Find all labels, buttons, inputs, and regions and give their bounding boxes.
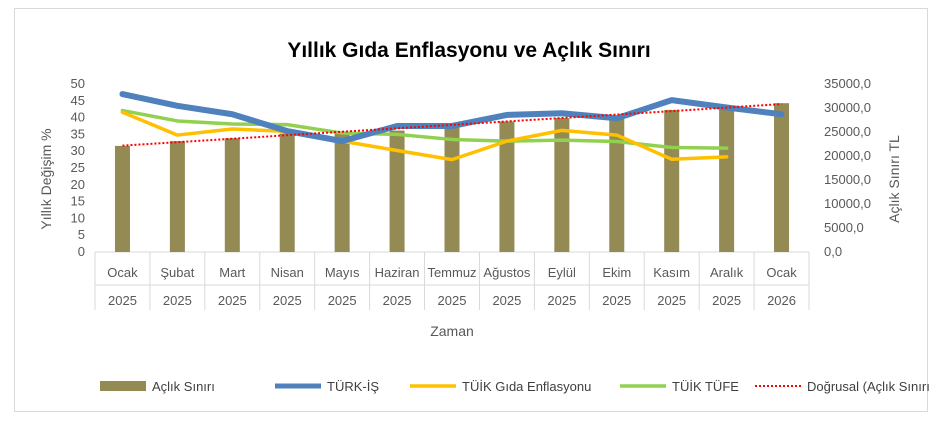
y2-tick-label: 0,0 — [824, 244, 842, 259]
series-line-2 — [120, 108, 729, 150]
y-tick-label: 40 — [71, 110, 85, 125]
y2-tick-label: 35000,0 — [824, 76, 871, 91]
y-tick-label: 35 — [71, 126, 85, 141]
y2-tick-label: 10000,0 — [824, 196, 871, 211]
x-tick-year: 2025 — [163, 293, 192, 308]
x-tick-month: Temmuz — [427, 265, 476, 280]
y2-tick-label: 25000,0 — [824, 124, 871, 139]
x-tick-month: Ocak — [766, 265, 797, 280]
bar-aclik-siniri — [224, 138, 240, 252]
chart-title: Yıllık Gıda Enflasyonu ve Açlık Sınırı — [287, 39, 650, 62]
x-tick-year: 2025 — [712, 293, 741, 308]
y-tick-label: 15 — [71, 194, 85, 209]
bar-aclik-siniri — [114, 145, 130, 252]
bar-aclik-siniri — [499, 121, 515, 252]
x-tick-year: 2025 — [218, 293, 247, 308]
bar-aclik-siniri — [719, 107, 735, 252]
y-axis-label: Yıllık Değişim % — [38, 128, 54, 229]
chart-frame: Yıllık Gıda Enflasyonu ve Açlık Sınırı 0… — [14, 8, 929, 412]
x-tick-year: 2025 — [602, 293, 631, 308]
x-tick-month: Kasım — [653, 265, 690, 280]
y2-axis-label: Açlık Sınırı TL — [886, 135, 902, 223]
y2-tick-label: 30000,0 — [824, 100, 871, 115]
legend-label: TÜİK Gıda Enflasyonu — [462, 379, 591, 394]
bar-aclik-siniri — [609, 116, 625, 252]
bar-aclik-siniri — [279, 133, 295, 252]
x-tick-year: 2025 — [657, 293, 686, 308]
x-tick-month: Şubat — [160, 265, 194, 280]
x-tick-month: Haziran — [375, 265, 420, 280]
y-tick-label: 5 — [78, 227, 85, 242]
bar-aclik-siniri — [389, 130, 405, 252]
bar-aclik-siniri — [169, 141, 185, 252]
legend-label: TÜRK-İŞ — [327, 379, 379, 394]
x-tick-year: 2026 — [767, 293, 796, 308]
y-tick-label: 25 — [71, 160, 85, 175]
chart-canvas: Yıllık Gıda Enflasyonu ve Açlık Sınırı 0… — [38, 39, 929, 394]
legend-label: Açlık Sınırı — [152, 379, 215, 394]
y-tick-label: 45 — [71, 93, 85, 108]
x-tick-month: Mart — [219, 265, 245, 280]
bar-aclik-siniri — [444, 126, 460, 252]
x-tick-month: Ağustos — [483, 265, 530, 280]
x-tick-year: 2025 — [547, 293, 576, 308]
legend-label: Doğrusal (Açlık Sınırı) — [807, 379, 929, 394]
legend-swatch-bar — [100, 381, 146, 391]
series-line-0 — [119, 91, 785, 145]
y2-tick-label: 20000,0 — [824, 148, 871, 163]
y-tick-label: 30 — [71, 143, 85, 158]
legend: Açlık Sınırı TÜRK-İŞ TÜİK Gıda Enflasyonu T… — [100, 379, 929, 394]
x-tick-month: Aralık — [710, 265, 744, 280]
x-axis-label: Zaman — [430, 323, 474, 339]
x-tick-year: 2025 — [438, 293, 467, 308]
x-tick-month: Eylül — [548, 265, 576, 280]
bar-aclik-siniri — [334, 132, 350, 252]
legend-label: TÜİK TÜFE — [672, 379, 739, 394]
y-tick-label: 50 — [71, 76, 85, 91]
x-tick-month: Nisan — [271, 265, 304, 280]
y2-tick-label: 15000,0 — [824, 172, 871, 187]
x-tick-year: 2025 — [383, 293, 412, 308]
bar-aclik-siniri — [774, 103, 790, 252]
x-tick-month: Ocak — [107, 265, 138, 280]
bar-aclik-siniri — [664, 109, 680, 252]
x-tick-month: Mayıs — [325, 265, 360, 280]
bar-aclik-siniri — [554, 118, 570, 252]
y-tick-label: 20 — [71, 177, 85, 192]
y-tick-label: 10 — [71, 210, 85, 225]
x-tick-month: Ekim — [602, 265, 631, 280]
x-tick-year: 2025 — [492, 293, 521, 308]
series-line-1 — [120, 110, 729, 162]
x-tick-year: 2025 — [108, 293, 137, 308]
y2-tick-label: 5000,0 — [824, 220, 864, 235]
x-tick-year: 2025 — [273, 293, 302, 308]
x-tick-year: 2025 — [328, 293, 357, 308]
y-tick-label: 0 — [78, 244, 85, 259]
